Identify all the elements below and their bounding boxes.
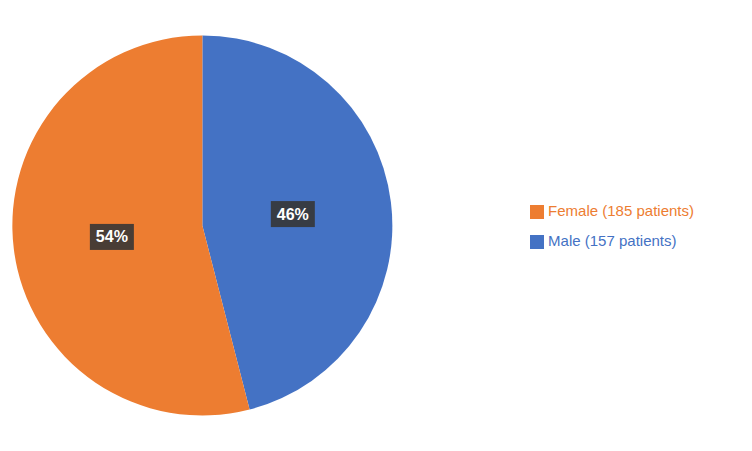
html-text:Male (157 patients): Male (157 patients) [548, 231, 677, 249]
svg-text:46%: 46% [277, 206, 309, 223]
svg-text:54%: 54% [96, 228, 128, 245]
html-text:Female (185 patients): Female (185 patients) [548, 201, 694, 219]
